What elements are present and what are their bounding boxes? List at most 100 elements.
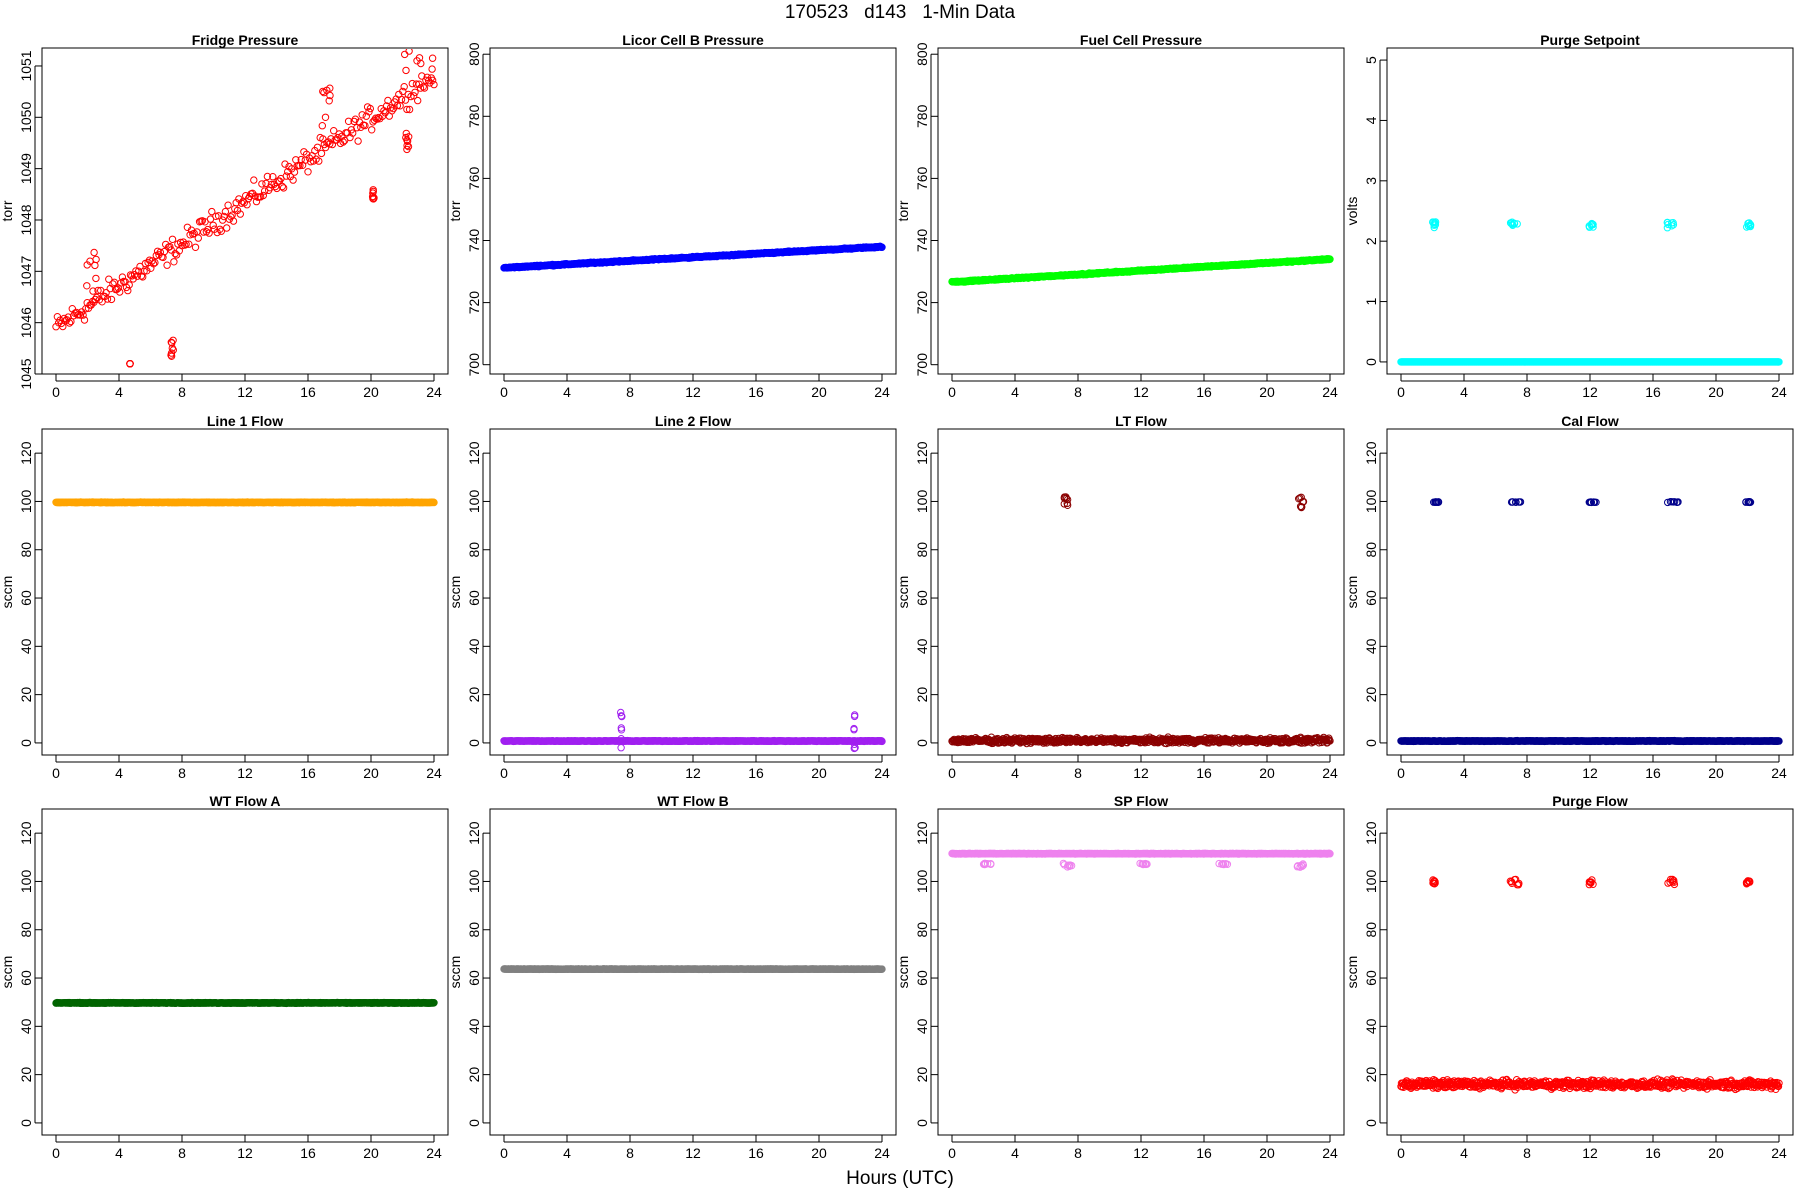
data-point: [401, 50, 409, 59]
data-point: [430, 80, 438, 89]
data-point: [258, 180, 266, 188]
data-point: [368, 126, 376, 134]
x-tick-label: 20: [363, 765, 379, 781]
x-tick-label: 20: [1259, 765, 1275, 781]
data-point: [1326, 255, 1334, 263]
data-point: [194, 234, 203, 242]
data-point: [166, 242, 174, 251]
data-point: [83, 282, 91, 290]
data-point: [412, 80, 421, 88]
data-point: [850, 740, 859, 748]
data-point: [1745, 219, 1753, 227]
data-point: [330, 127, 338, 135]
x-tick-label: 24: [1771, 384, 1787, 400]
y-tick-label: 700: [466, 353, 482, 377]
data-point: [618, 712, 626, 721]
data-point: [340, 136, 349, 145]
y-tick-label: 700: [914, 353, 930, 377]
y-tick-label: 1048: [18, 204, 34, 235]
data-point: [214, 212, 223, 220]
x-tick-label: 12: [237, 384, 253, 400]
y-axis-label: torr: [0, 200, 15, 221]
y-axis-label: torr: [447, 200, 463, 221]
data-point: [237, 199, 246, 207]
data-point: [1063, 495, 1072, 504]
data-point: [125, 281, 133, 289]
data-point: [384, 96, 392, 105]
data-point: [397, 95, 406, 104]
data-point: [279, 184, 288, 192]
data-point: [167, 352, 176, 360]
y-tick-label: 0: [466, 739, 482, 747]
data-point: [878, 737, 886, 746]
data-points: [52, 49, 438, 368]
data-point: [402, 133, 410, 142]
x-tick-label: 4: [563, 384, 571, 400]
data-point: [399, 87, 407, 96]
panel-title: Line 1 Flow: [207, 413, 283, 429]
y-tick-label: 20: [18, 687, 34, 703]
data-point: [418, 72, 426, 80]
data-points: [948, 255, 1334, 286]
x-tick-label: 16: [1645, 384, 1661, 400]
x-tick-label: 8: [626, 765, 634, 781]
data-point: [105, 275, 113, 283]
x-tick-label: 16: [300, 384, 316, 400]
x-tick-label: 12: [1133, 384, 1149, 400]
y-tick-label: 1: [1363, 297, 1379, 305]
y-tick-label: 60: [466, 590, 482, 606]
y-tick-label: 20: [914, 687, 930, 703]
data-point: [200, 228, 208, 236]
data-point: [411, 88, 419, 97]
data-point: [349, 129, 357, 137]
y-tick-label: 800: [466, 42, 482, 66]
plot-frame: [1386, 428, 1794, 756]
data-point: [126, 360, 134, 368]
data-point: [278, 182, 286, 191]
x-tick-label: 8: [1074, 765, 1082, 781]
data-point: [140, 267, 148, 275]
y-tick-label: 760: [466, 167, 482, 191]
data-point: [267, 180, 276, 189]
data-point: [160, 247, 169, 256]
x-tick-label: 16: [1196, 384, 1212, 400]
y-tick-label: 720: [466, 291, 482, 315]
data-point: [313, 143, 322, 152]
data-point: [414, 96, 422, 105]
data-point: [92, 274, 100, 283]
plot-frame: [41, 428, 449, 756]
y-tick-label: 1047: [18, 256, 34, 287]
data-point: [191, 243, 200, 252]
y-axis-label: torr: [895, 200, 911, 221]
data-point: [369, 186, 377, 194]
data-point: [250, 176, 258, 184]
x-tick-label: 8: [1523, 384, 1531, 400]
data-point: [205, 229, 213, 237]
plot-frame: [1386, 47, 1794, 375]
data-point: [107, 295, 116, 304]
data-point: [1746, 220, 1755, 229]
data-point: [428, 54, 437, 62]
y-tick-label: 1049: [18, 153, 34, 184]
y-tick-label: 760: [914, 167, 930, 191]
data-point: [1510, 219, 1518, 228]
y-tick-label: 1051: [18, 50, 34, 81]
y-tick-label: 80: [18, 542, 34, 558]
x-tick-label: 20: [1708, 765, 1724, 781]
data-points: [500, 708, 886, 753]
data-point: [116, 288, 124, 296]
data-point: [334, 133, 342, 142]
plot-frame: [489, 428, 897, 756]
data-point: [1509, 221, 1517, 230]
x-tick-label: 8: [178, 765, 186, 781]
data-point: [149, 260, 158, 268]
data-point: [94, 286, 102, 295]
y-tick-label: 40: [914, 638, 930, 654]
data-point: [365, 108, 373, 116]
data-point: [618, 737, 626, 745]
data-points: [948, 493, 1334, 748]
